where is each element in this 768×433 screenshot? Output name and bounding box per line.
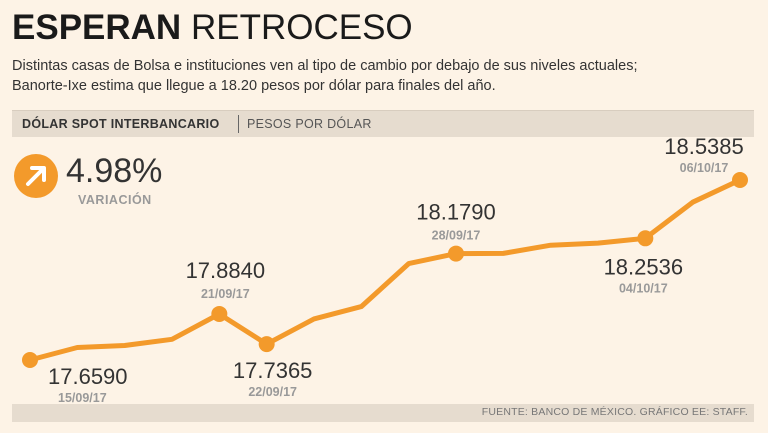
data-label-date: 28/09/17 — [432, 229, 481, 243]
label-layer: 17.6590 15/09/17 17.8840 21/09/17 17.7365 22/… — [48, 134, 744, 405]
data-point — [258, 336, 275, 353]
arrow-up-right-icon — [14, 154, 58, 198]
data-label-value: 18.1790 — [416, 200, 496, 225]
data-point — [637, 230, 654, 247]
subtitle-line-2: Banorte-Ixe estima que llegue a 18.20 pe… — [12, 78, 496, 94]
line-layer — [27, 177, 743, 363]
data-point — [211, 305, 228, 322]
data-label-value: 18.5385 — [664, 134, 744, 159]
data-label-value: 17.7365 — [233, 358, 313, 383]
title-bold: ESPERAN — [12, 8, 182, 47]
label-separator — [238, 115, 239, 133]
data-point — [448, 245, 464, 262]
subtitle-line-1: Distintas casas de Bolsa e instituciones… — [12, 58, 638, 74]
data-label-date: 04/10/17 — [619, 281, 668, 295]
footer-bar: FUENTE: BANCO DE MÉXICO. GRÁFICO EE: STA… — [12, 404, 754, 422]
series-line — [27, 177, 743, 363]
chart-subtitle: Distintas casas de Bolsa e instituciones… — [12, 56, 752, 96]
chart-title: ESPERAN RETROCESO — [12, 8, 413, 48]
data-point — [22, 352, 38, 368]
point-layer — [22, 172, 748, 368]
data-label-value: 17.6590 — [48, 364, 128, 389]
source-note: FUENTE: BANCO DE MÉXICO. GRÁFICO EE: STA… — [481, 406, 748, 418]
label-bar: DÓLAR SPOT INTERBANCARIO PESOS POR DÓLAR — [12, 110, 754, 137]
data-label-date: 15/09/17 — [58, 391, 107, 405]
data-label-date: 22/09/17 — [248, 385, 297, 399]
unit-label: PESOS POR DÓLAR — [247, 117, 372, 131]
data-label-date: 06/10/17 — [680, 161, 729, 175]
variation-label: VARIACIÓN — [78, 193, 152, 207]
title-light: RETROCESO — [190, 8, 413, 47]
data-label-value: 17.8840 — [186, 258, 266, 283]
series-label: DÓLAR SPOT INTERBANCARIO — [22, 117, 220, 131]
data-point — [732, 172, 748, 188]
data-label-date: 21/09/17 — [201, 287, 250, 301]
variation-value: 4.98% — [66, 152, 163, 190]
data-label-value: 18.2536 — [604, 254, 684, 279]
